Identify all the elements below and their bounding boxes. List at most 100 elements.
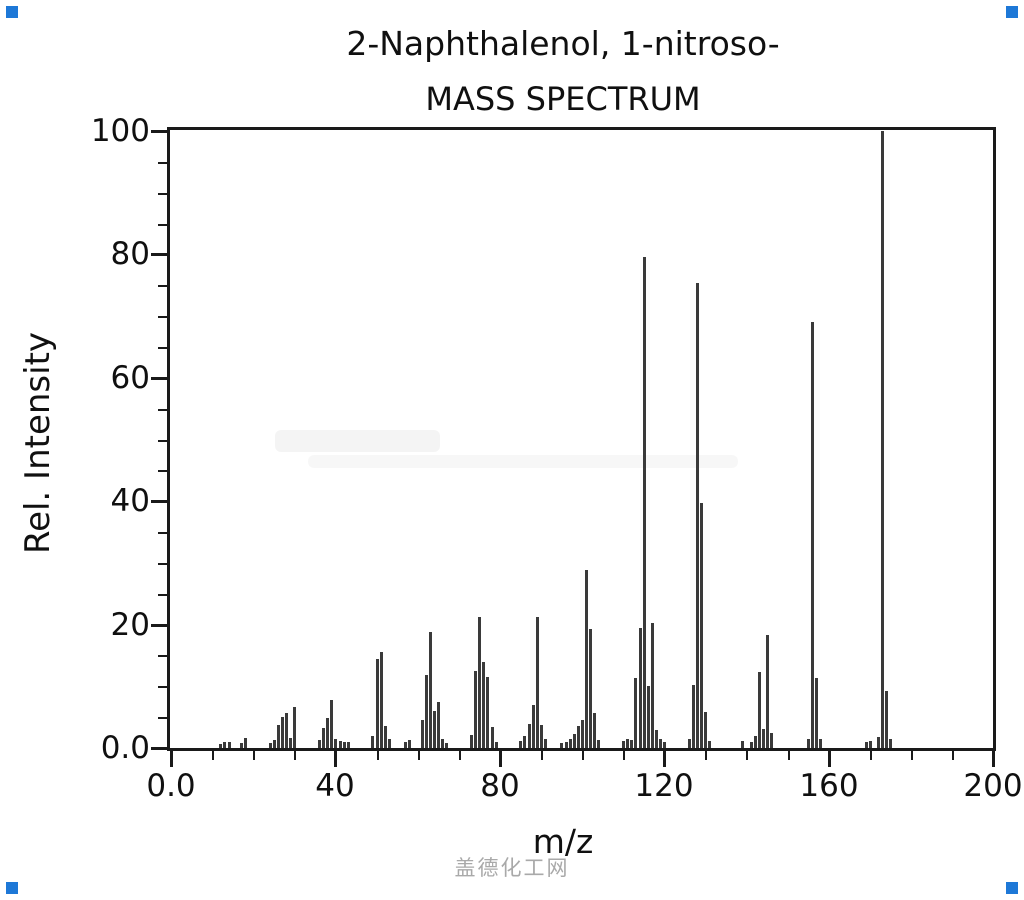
spectrum-peak-m88	[532, 705, 535, 748]
spectrum-peak-m104	[597, 740, 600, 748]
spectrum-peak-m141	[750, 742, 753, 748]
spectrum-peak-m42	[343, 742, 346, 748]
spectrum-peak-m51	[380, 652, 383, 748]
spectrum-peak-m99	[577, 726, 580, 748]
x-tick-label: 160	[799, 768, 859, 804]
spectrum-peak-m116	[647, 686, 650, 748]
spectrum-peak-m97	[569, 739, 572, 748]
x-minor-tick	[582, 751, 584, 760]
spectrum-peak-m142	[754, 736, 757, 748]
y-minor-tick	[158, 594, 167, 596]
y-tick-label: 100	[90, 113, 150, 149]
spectrum-peak-m28	[285, 713, 288, 748]
spectrum-peak-m156	[811, 322, 814, 748]
y-minor-tick	[158, 285, 167, 287]
spectrum-peak-m110	[622, 741, 625, 748]
y-minor-tick	[158, 347, 167, 349]
spectrum-peak-m126	[688, 739, 691, 748]
spectrum-peak-m40	[334, 739, 337, 748]
y-tick-label: 0.0	[100, 730, 150, 766]
spectrum-peak-m43	[347, 742, 350, 748]
y-major-tick	[151, 377, 167, 380]
spectrum-peak-m111	[626, 739, 629, 748]
spectrum-peak-m36	[318, 740, 321, 748]
spectrum-peak-m114	[639, 628, 642, 748]
spectrum-peak-m98	[573, 734, 576, 748]
spectrum-peak-m61	[421, 720, 424, 748]
y-major-tick	[151, 500, 167, 503]
corner-registration-mark	[6, 6, 18, 18]
y-minor-tick	[158, 162, 167, 164]
y-minor-tick	[158, 655, 167, 657]
y-minor-tick	[158, 440, 167, 442]
spectrum-peak-m113	[634, 678, 637, 748]
x-minor-tick	[541, 751, 543, 760]
spectrum-peak-m103	[593, 713, 596, 748]
spectrum-peak-m58	[408, 740, 411, 748]
spectrum-peak-m76	[482, 662, 485, 748]
spectrum-peak-m129	[700, 503, 703, 748]
x-major-tick	[663, 751, 666, 767]
spectrum-peak-m118	[655, 730, 658, 748]
spectrum-peak-m96	[565, 742, 568, 748]
x-tick-label: 200	[963, 768, 1023, 804]
spectrum-peak-m130	[704, 712, 707, 748]
y-major-tick	[151, 130, 167, 133]
chart-title-spectrum: MASS SPECTRUM	[425, 80, 701, 118]
y-minor-tick	[158, 717, 167, 719]
spectrum-peak-m62	[425, 675, 428, 748]
spectrum-peak-m89	[536, 617, 539, 748]
spectrum-peak-m49	[371, 736, 374, 748]
x-major-tick	[992, 751, 995, 767]
y-tick-label: 60	[110, 360, 150, 396]
watermark-artifact	[308, 455, 738, 468]
corner-registration-mark	[1006, 6, 1018, 18]
corner-registration-mark	[1006, 882, 1018, 894]
spectrum-peak-m30	[293, 707, 296, 748]
spectrum-peak-m127	[692, 685, 695, 748]
chart-title-compound: 2-Naphthalenol, 1-nitroso-	[346, 24, 780, 63]
spectrum-peak-m145	[766, 635, 769, 748]
spectrum-peak-m139	[741, 741, 744, 748]
spectrum-peak-m37	[322, 728, 325, 748]
x-minor-tick	[253, 751, 255, 760]
y-minor-tick	[158, 686, 167, 688]
x-major-tick	[499, 751, 502, 767]
spectrum-peak-m26	[277, 725, 280, 748]
spectrum-peak-m90	[540, 725, 543, 748]
spectrum-peak-m73	[470, 735, 473, 748]
spectrum-peak-m39	[330, 700, 333, 748]
y-minor-tick	[158, 563, 167, 565]
spectrum-peak-m170	[869, 741, 872, 748]
corner-registration-mark	[6, 882, 18, 894]
y-minor-tick	[158, 224, 167, 226]
spectrum-peak-m131	[708, 741, 711, 748]
spectrum-peak-m74	[474, 671, 477, 748]
y-major-tick	[151, 747, 167, 750]
watermark-artifact	[275, 430, 440, 452]
spectrum-peak-m144	[762, 729, 765, 748]
spectrum-peak-m115	[643, 257, 646, 748]
x-minor-tick	[705, 751, 707, 760]
spectrum-peak-m63	[429, 632, 432, 748]
x-minor-tick	[418, 751, 420, 760]
spectrum-peak-m57	[404, 742, 407, 748]
spectrum-peak-m112	[630, 740, 633, 748]
x-major-tick	[334, 751, 337, 767]
spectrum-peak-m64	[433, 711, 436, 748]
x-minor-tick	[294, 751, 296, 760]
spectrum-peak-m67	[445, 743, 448, 748]
x-axis-label: m/z	[532, 822, 594, 861]
y-minor-tick	[158, 470, 167, 472]
spectrum-peak-m50	[376, 659, 379, 748]
y-minor-tick	[158, 532, 167, 534]
spectrum-peak-m77	[486, 677, 489, 748]
x-tick-label: 120	[634, 768, 694, 804]
y-tick-label: 80	[110, 236, 150, 272]
site-watermark: 盖德化工网	[454, 856, 570, 880]
y-minor-tick	[158, 316, 167, 318]
spectrum-peak-m117	[651, 623, 654, 748]
spectrum-peak-m79	[495, 742, 498, 748]
spectrum-peak-m155	[807, 739, 810, 748]
